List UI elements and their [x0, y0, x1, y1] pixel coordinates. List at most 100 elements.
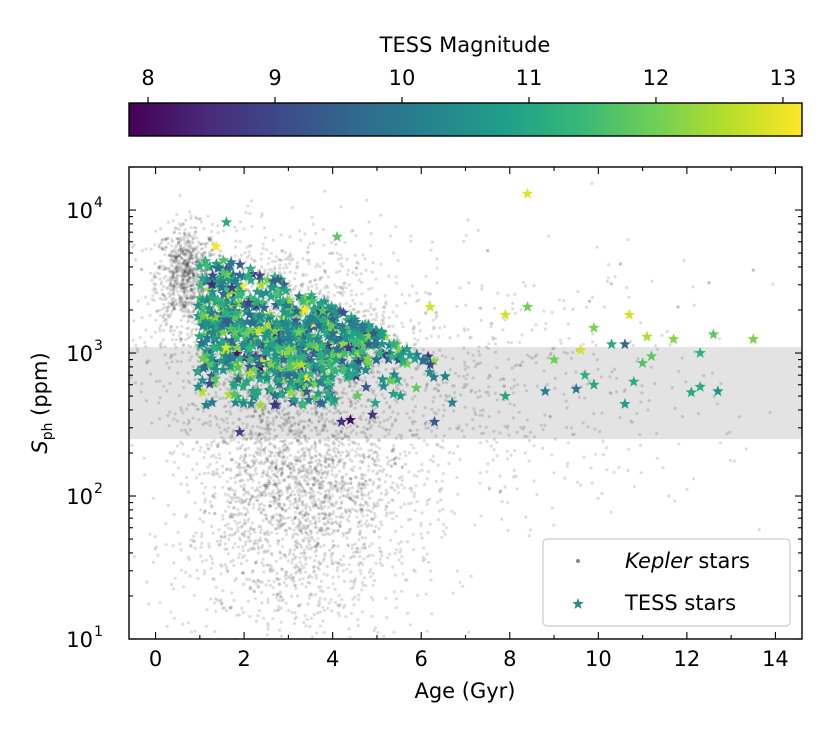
- kepler-point: [324, 465, 328, 469]
- kepler-point: [287, 404, 291, 408]
- kepler-point: [179, 299, 183, 303]
- kepler-point: [374, 312, 379, 316]
- kepler-point: [181, 302, 185, 306]
- kepler-point: [308, 519, 312, 524]
- kepler-point: [185, 513, 189, 517]
- kepler-point: [436, 463, 440, 467]
- kepler-point: [179, 247, 183, 252]
- kepler-point: [264, 484, 268, 488]
- kepler-point: [201, 520, 205, 524]
- kepler-point: [376, 370, 380, 374]
- kepler-point: [460, 429, 464, 433]
- kepler-point: [263, 451, 267, 455]
- kepler-point: [444, 526, 448, 530]
- kepler-point: [170, 274, 174, 279]
- kepler-point: [337, 561, 341, 565]
- kepler-point: [181, 248, 185, 252]
- kepler-point: [254, 440, 258, 445]
- kepler-point: [186, 303, 190, 307]
- kepler-point: [371, 364, 375, 369]
- kepler-point: [186, 260, 190, 265]
- kepler-point: [355, 425, 359, 429]
- kepler-point: [157, 272, 161, 276]
- kepler-point: [324, 493, 328, 497]
- kepler-point: [338, 459, 342, 463]
- kepler-point: [371, 482, 375, 487]
- kepler-point: [174, 345, 178, 350]
- kepler-point: [334, 502, 338, 506]
- kepler-point: [321, 517, 325, 521]
- kepler-point: [372, 529, 376, 534]
- kepler-point: [365, 519, 369, 523]
- kepler-point: [281, 456, 285, 460]
- kepler-point: [216, 231, 220, 235]
- kepler-point: [248, 532, 252, 536]
- kepler-point: [342, 387, 346, 391]
- kepler-point: [268, 569, 272, 573]
- kepler-point: [410, 284, 414, 288]
- kepler-point: [166, 503, 170, 508]
- kepler-point: [338, 515, 342, 519]
- kepler-point: [371, 318, 375, 322]
- kepler-point: [310, 593, 314, 598]
- kepler-point: [227, 537, 231, 542]
- kepler-point: [280, 473, 284, 477]
- kepler-point: [243, 251, 247, 255]
- kepler-point: [328, 409, 332, 413]
- kepler-point: [307, 419, 311, 423]
- kepler-point: [140, 249, 144, 253]
- kepler-point: [186, 251, 190, 255]
- kepler-point: [596, 367, 600, 371]
- kepler-point: [191, 468, 195, 472]
- kepler-point: [340, 395, 344, 399]
- kepler-point: [229, 371, 233, 375]
- kepler-point: [292, 416, 296, 420]
- kepler-point: [378, 484, 382, 488]
- kepler-point: [170, 325, 174, 329]
- kepler-point: [188, 283, 192, 288]
- kepler-point: [173, 307, 177, 311]
- kepler-point: [171, 284, 175, 288]
- kepler-point: [507, 433, 511, 437]
- kepler-point: [173, 260, 177, 265]
- kepler-point: [200, 534, 204, 539]
- kepler-point: [172, 231, 176, 235]
- kepler-point: [365, 427, 369, 431]
- kepler-point: [279, 556, 283, 560]
- kepler-point: [286, 257, 290, 261]
- kepler-point: [169, 287, 173, 291]
- kepler-point: [719, 381, 723, 386]
- kepler-point: [240, 466, 244, 470]
- kepler-point: [277, 628, 282, 633]
- kepler-point: [267, 467, 271, 471]
- kepler-point: [211, 469, 215, 473]
- kepler-point: [253, 441, 257, 445]
- kepler-point: [347, 438, 351, 442]
- kepler-point: [172, 288, 176, 292]
- kepler-point: [209, 235, 213, 239]
- kepler-point: [369, 433, 373, 438]
- kepler-point: [285, 445, 289, 449]
- kepler-point: [247, 289, 251, 293]
- kepler-point: [295, 264, 299, 268]
- kepler-point: [302, 466, 306, 470]
- kepler-point: [354, 273, 358, 277]
- kepler-point: [367, 464, 371, 468]
- kepler-point: [307, 258, 311, 263]
- kepler-point: [183, 233, 187, 237]
- kepler-point: [294, 475, 298, 479]
- kepler-point: [242, 366, 246, 370]
- kepler-point: [190, 254, 194, 258]
- kepler-point: [210, 505, 214, 509]
- kepler-point: [311, 241, 315, 245]
- kepler-point: [256, 350, 260, 354]
- kepler-point: [275, 463, 279, 467]
- kepler-point: [180, 277, 184, 282]
- kepler-point: [185, 266, 189, 270]
- kepler-point: [297, 422, 301, 426]
- kepler-point: [344, 472, 348, 476]
- kepler-point: [303, 490, 307, 494]
- kepler-point: [179, 286, 184, 290]
- kepler-point: [314, 503, 319, 507]
- kepler-point: [267, 475, 271, 479]
